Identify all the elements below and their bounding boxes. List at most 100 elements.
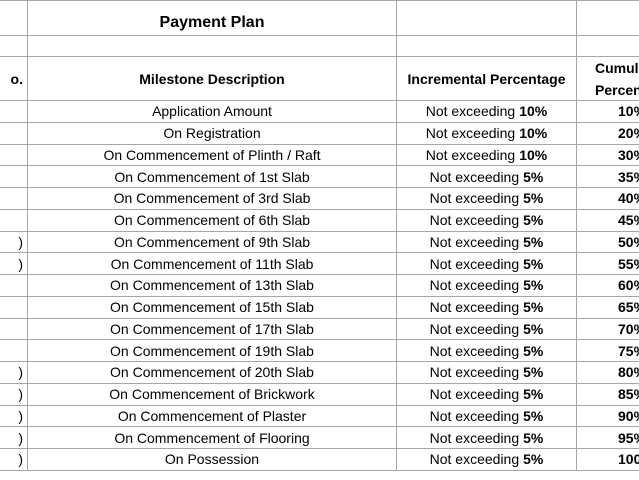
cumulative-cell: 100%	[577, 449, 639, 471]
milestone-cell: On Registration	[28, 122, 397, 145]
incremental-cell: Not exceeding 10%	[397, 144, 577, 167]
row-number-cell: )	[0, 405, 28, 428]
row-number-cell	[0, 144, 28, 167]
milestone-cell: On Commencement of 9th Slab	[28, 231, 397, 254]
header-cell: Milestone Description	[28, 57, 397, 101]
incremental-value: 5%	[523, 168, 544, 185]
cumulative-cell: 50%	[577, 232, 639, 254]
cumulative-value: 80%	[618, 364, 639, 381]
milestone: On Possession	[164, 451, 260, 468]
milestone-cell: On Commencement of Brickwork	[28, 383, 397, 406]
incremental-text: Not exceeding	[429, 212, 520, 229]
milestone-cell: On Commencement of Flooring	[28, 427, 397, 449]
title-cell: Payment Plan	[28, 0, 397, 36]
incremental-cell: Not exceeding 5%	[397, 340, 577, 362]
incremental-text: Not exceeding	[429, 233, 520, 250]
incremental-cell: Not exceeding 5%	[397, 362, 577, 384]
cumulative-value: 55%	[618, 255, 639, 272]
row-number: )	[18, 233, 23, 250]
incremental-value: 5%	[523, 320, 544, 337]
empty-cell	[577, 36, 639, 57]
row-number-cell: )	[0, 362, 28, 384]
milestone: On Commencement of 20th Slab	[110, 364, 314, 381]
empty-cell	[397, 36, 577, 57]
cumulative-cell: 35%	[577, 166, 639, 188]
cumulative-value: 60%	[618, 277, 639, 294]
milestone: On Commencement of 17th Slab	[110, 320, 314, 337]
milestone-cell: On Commencement of 1st Slab	[28, 166, 397, 188]
incremental-value: 10%	[519, 146, 548, 163]
row-number-cell: )	[0, 383, 28, 406]
header-text: Cumul	[595, 60, 639, 76]
incremental-value: 5%	[523, 451, 544, 468]
incremental-value: 5%	[523, 190, 544, 207]
incremental-text: Not exceeding	[425, 103, 516, 120]
incremental-value: 5%	[523, 299, 544, 316]
header-cell: Cumul Percen	[577, 57, 639, 101]
cumulative-value: 95%	[618, 429, 639, 446]
incremental-text: Not exceeding	[429, 190, 520, 207]
cumulative-cell: 95%	[577, 427, 639, 449]
row-number-cell	[0, 122, 28, 145]
row-number-cell	[0, 340, 28, 362]
incremental-cell: Not exceeding 5%	[397, 449, 577, 471]
row-number-cell: )	[0, 253, 28, 275]
milestone: On Commencement of 15th Slab	[110, 299, 314, 316]
row-number: )	[18, 429, 23, 446]
incremental-value: 5%	[523, 429, 544, 446]
incremental-value: 5%	[523, 386, 544, 403]
incremental-value: 5%	[523, 277, 544, 294]
milestone: On Commencement of 9th Slab	[113, 233, 311, 250]
cumulative-cell: 30%	[577, 145, 639, 167]
cumulative-value: 45%	[618, 212, 639, 229]
milestone: On Commencement of 19th Slab	[110, 342, 314, 359]
incremental-cell: Not exceeding 5%	[397, 275, 577, 297]
milestone: On Commencement of Flooring	[114, 429, 310, 446]
milestone-cell: On Commencement of 11th Slab	[28, 253, 397, 275]
row-number: )	[18, 255, 23, 272]
cumulative-cell: 10%	[577, 101, 639, 123]
milestone: On Commencement of 1st Slab	[114, 168, 310, 185]
incremental-cell: Not exceeding 5%	[397, 318, 577, 341]
header-text: Incremental Percentage	[407, 70, 566, 87]
cumulative-cell: 65%	[577, 297, 639, 319]
header-cell: Incremental Percentage	[397, 57, 577, 101]
incremental-cell: Not exceeding 10%	[397, 122, 577, 145]
milestone-cell: Application Amount	[28, 101, 397, 123]
milestone-cell: On Commencement of 13th Slab	[28, 275, 397, 297]
cumulative-cell: 40%	[577, 188, 639, 210]
incremental-text: Not exceeding	[429, 299, 520, 316]
incremental-text: Not exceeding	[429, 407, 520, 424]
incremental-text: Not exceeding	[429, 451, 520, 468]
cumulative-value: 75%	[618, 342, 639, 359]
incremental-cell: Not exceeding 5%	[397, 231, 577, 254]
incremental-text: Not exceeding	[429, 342, 520, 359]
incremental-cell: Not exceeding 5%	[397, 209, 577, 232]
incremental-text: Not exceeding	[429, 255, 520, 272]
row-number-cell: )	[0, 449, 28, 471]
incremental-text: Not exceeding	[429, 429, 520, 446]
cumulative-cell: 80%	[577, 362, 639, 384]
incremental-value: 10%	[519, 125, 548, 142]
header-text: o.	[10, 70, 23, 87]
empty-cell	[28, 36, 397, 57]
milestone: On Commencement of Brickwork	[109, 386, 315, 403]
row-number: )	[18, 364, 23, 381]
row-number-cell	[0, 296, 28, 319]
milestone: Application Amount	[152, 103, 272, 120]
milestone-cell: On Commencement of 19th Slab	[28, 340, 397, 362]
cumulative-cell: 20%	[577, 123, 639, 145]
milestone-cell: On Commencement of 17th Slab	[28, 318, 397, 341]
title-cell	[0, 0, 28, 36]
cumulative-cell: 70%	[577, 319, 639, 341]
milestone: On Commencement of 13th Slab	[110, 277, 314, 294]
cumulative-value: 20%	[618, 125, 639, 142]
milestone: On Registration	[163, 125, 261, 142]
incremental-value: 5%	[523, 342, 544, 359]
incremental-text: Not exceeding	[425, 125, 516, 142]
empty-cell	[0, 36, 28, 57]
header-cell: o.	[0, 57, 28, 101]
incremental-cell: Not exceeding 5%	[397, 166, 577, 188]
header-text: Percen	[595, 82, 639, 98]
